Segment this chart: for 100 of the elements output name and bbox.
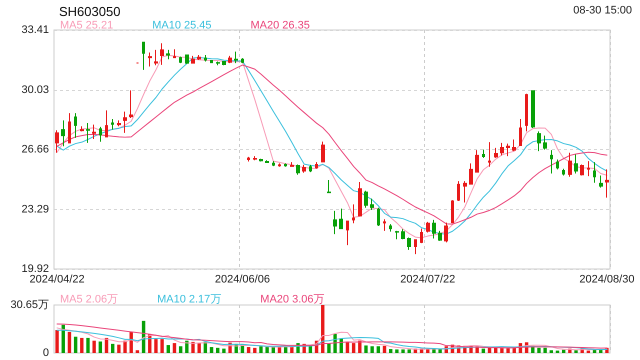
text: MA5 25.21 [60, 20, 114, 32]
text: 08-30 15:00 [573, 4, 632, 16]
candlestick [580, 164, 584, 176]
bar [222, 348, 226, 353]
candlestick [80, 126, 84, 132]
bar [185, 340, 189, 353]
candlestick [105, 110, 108, 138]
bar [432, 349, 436, 353]
x-tick-label: 2024/07/22 [400, 274, 456, 286]
candlestick [333, 210, 337, 235]
candlestick [420, 228, 423, 244]
candlestick [352, 204, 355, 224]
candlestick [389, 224, 392, 232]
candlestick [321, 141, 325, 162]
chart-title: SH603050 [59, 4, 120, 19]
candlestick [191, 55, 195, 64]
candlestick [99, 126, 102, 142]
candlestick [432, 219, 436, 240]
bar [562, 350, 566, 353]
candlestick [593, 162, 596, 184]
candlestick [204, 54, 207, 62]
candlestick [173, 48, 176, 59]
candlestick [210, 59, 213, 64]
text: MA10 25.45 [152, 20, 212, 32]
candlestick [55, 130, 59, 154]
bar [98, 341, 102, 353]
y-tick-label: 19.92 [21, 263, 49, 275]
candlestick [278, 162, 281, 168]
bar [494, 348, 498, 353]
candlestick [142, 42, 145, 70]
candlestick [550, 150, 553, 174]
bar [290, 347, 294, 353]
candlestick [494, 147, 498, 158]
text: MA5 2.06万 [60, 294, 118, 306]
candlestick [407, 236, 411, 250]
candlestick [154, 49, 158, 66]
candlestick [525, 93, 528, 132]
bar [253, 348, 256, 353]
candlestick [123, 111, 127, 134]
bar [74, 336, 78, 353]
candlestick [463, 180, 467, 204]
bar [92, 340, 96, 353]
bar [68, 332, 72, 353]
candlestick [599, 174, 603, 188]
candlestick [482, 149, 485, 158]
candlestick [74, 112, 77, 138]
bar [550, 350, 554, 353]
candlestick [346, 220, 349, 246]
candlestick [364, 190, 368, 208]
bar [395, 349, 399, 353]
candlestick [117, 120, 121, 127]
candlestick [531, 90, 535, 128]
candlestick [358, 182, 362, 216]
candlestick [426, 221, 430, 234]
bar [327, 343, 331, 353]
candlestick [284, 162, 287, 168]
candlestick [253, 156, 257, 161]
candlestick [290, 162, 294, 168]
bar [358, 340, 362, 353]
candlestick [568, 152, 572, 178]
candlestick [444, 222, 448, 243]
candlestick [302, 164, 306, 174]
bar [346, 342, 350, 353]
candlestick [315, 162, 318, 170]
candlestick [111, 118, 114, 130]
bar [376, 346, 380, 353]
bar [197, 343, 201, 353]
candlestick [438, 230, 442, 242]
bar [166, 345, 170, 353]
candlestick [401, 228, 405, 240]
text: MA20 26.35 [250, 20, 310, 32]
candlestick [543, 135, 547, 150]
candlestick [61, 120, 65, 147]
bar [178, 346, 182, 353]
candlestick [488, 142, 491, 168]
bar [438, 349, 442, 353]
bar [142, 320, 146, 353]
candlestick [457, 180, 460, 202]
bar [154, 339, 158, 353]
candlestick [383, 218, 386, 232]
bar [204, 342, 208, 353]
candlestick [469, 162, 473, 185]
candlestick [272, 160, 275, 167]
candlestick [228, 55, 232, 64]
candlestick [160, 42, 164, 66]
bar [500, 348, 504, 353]
y-tick-label: 26.66 [21, 144, 49, 156]
x-tick-label: 2024/08/30 [579, 274, 634, 286]
bar [216, 348, 220, 353]
candlestick [519, 118, 522, 146]
candlestick [605, 168, 609, 198]
candlestick [537, 130, 541, 152]
y-tick-label: 30.65万 [10, 299, 49, 311]
candlestick [414, 239, 417, 255]
bar [543, 348, 547, 353]
candlestick [241, 58, 244, 64]
candlestick [451, 200, 454, 224]
candlestick [500, 142, 504, 156]
text: MA10 2.17万 [157, 294, 222, 306]
bar [408, 349, 411, 353]
